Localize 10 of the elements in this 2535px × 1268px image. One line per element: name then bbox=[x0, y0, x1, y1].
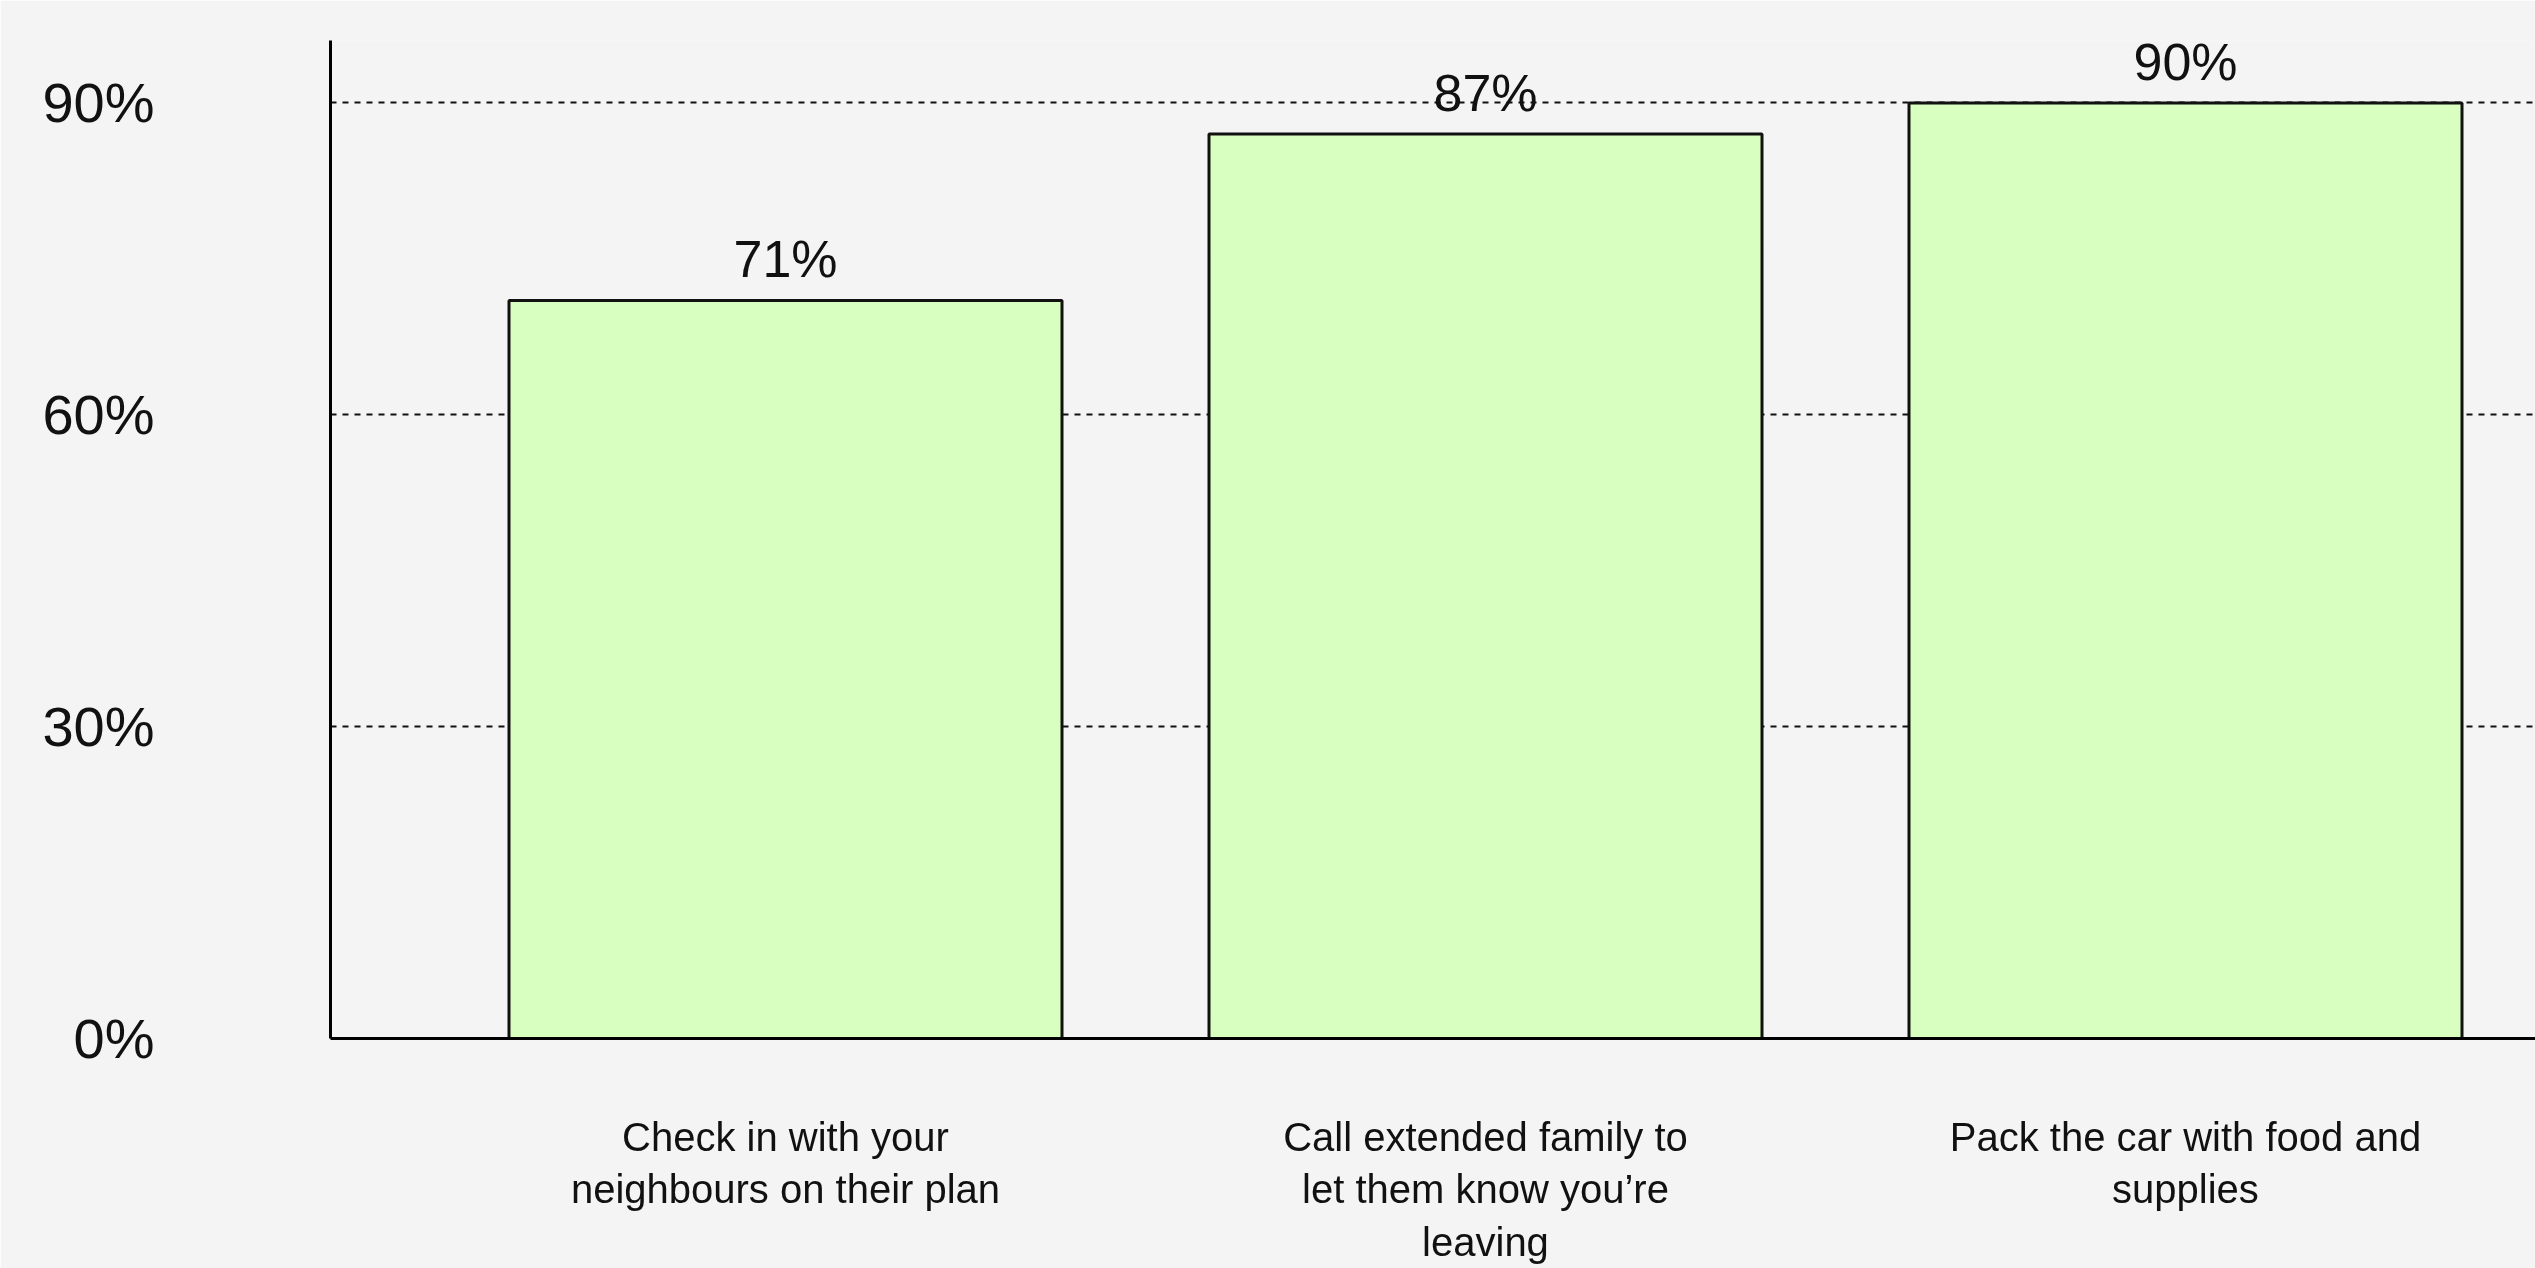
x-tick-label: Call extended family to let them know you’re leaving bbox=[1283, 1114, 1688, 1265]
data-label: 71% bbox=[733, 230, 838, 289]
y-tick-label: 30% bbox=[42, 695, 155, 759]
x-tick-label: Check in with your neighbours on their plan bbox=[570, 1114, 1001, 1212]
y-tick-label: 60% bbox=[42, 383, 155, 447]
y-tick-label: 0% bbox=[73, 1007, 155, 1070]
data-label: 90% bbox=[2133, 32, 2238, 91]
data-label: 87% bbox=[1433, 64, 1538, 123]
y-tick-label: 90% bbox=[42, 71, 155, 135]
x-tick-label: Pack the car with food and supplies bbox=[1949, 1114, 2422, 1212]
